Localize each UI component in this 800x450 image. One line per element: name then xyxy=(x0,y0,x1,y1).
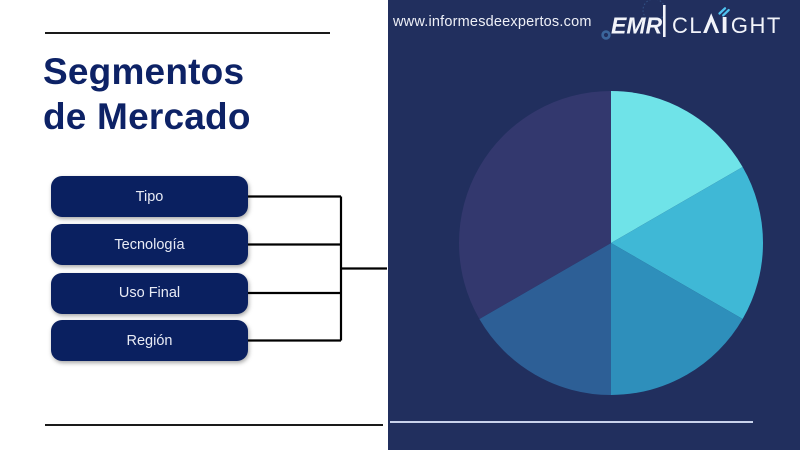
svg-text:CL: CL xyxy=(672,13,703,38)
svg-text:GHT: GHT xyxy=(731,13,782,38)
svg-text:EMR: EMR xyxy=(611,13,663,39)
